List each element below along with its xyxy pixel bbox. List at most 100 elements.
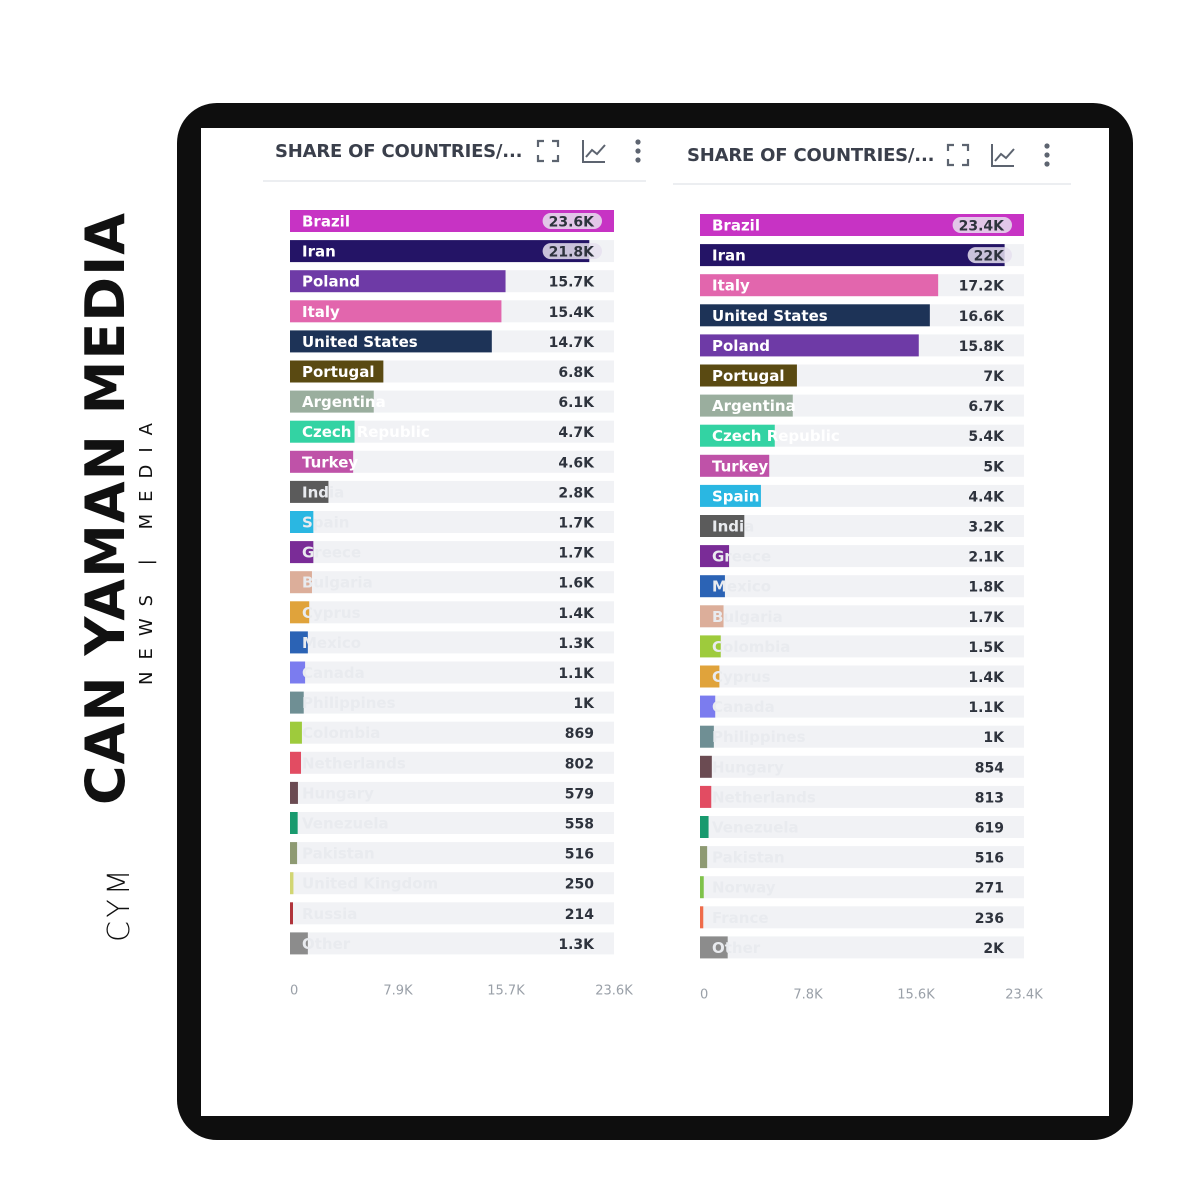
category-label: Cyprus xyxy=(302,604,361,622)
category-label: Turkey xyxy=(712,457,768,475)
category-label: Mexico xyxy=(302,634,361,652)
bar-india[interactable] xyxy=(290,480,329,503)
bar-cyprus[interactable] xyxy=(290,601,310,624)
category-label: Philippines xyxy=(712,728,806,746)
bar-czech-republic[interactable] xyxy=(290,420,355,443)
bar-bulgaria[interactable] xyxy=(700,605,724,628)
bar-norway[interactable] xyxy=(700,876,704,899)
value-label: 516 xyxy=(975,851,1004,867)
value-label: 1.4K xyxy=(968,670,1005,686)
bar-greece[interactable] xyxy=(290,541,314,564)
category-label: Canada xyxy=(302,664,365,682)
bar-pakistan[interactable] xyxy=(290,842,298,865)
value-label: 813 xyxy=(975,790,1004,806)
bar-netherlands[interactable] xyxy=(700,785,712,808)
bar-canada[interactable] xyxy=(700,695,716,718)
bar-venezuela[interactable] xyxy=(700,816,709,838)
bar-czech-republic[interactable] xyxy=(700,424,775,447)
panel-1-divider xyxy=(263,180,646,182)
bar-mexico[interactable] xyxy=(290,631,308,654)
bar-united-kingdom[interactable] xyxy=(290,872,294,895)
bar-track xyxy=(290,842,614,865)
x-tick-label: 15.6K xyxy=(897,988,935,1003)
value-pill xyxy=(542,243,602,260)
kebab-menu-icon[interactable] xyxy=(634,138,642,164)
value-label: 516 xyxy=(565,847,594,863)
bar-portugal[interactable] xyxy=(700,364,797,387)
category-label: United States xyxy=(302,333,418,351)
line-chart-icon[interactable] xyxy=(581,138,607,164)
bar-poland[interactable] xyxy=(700,334,919,357)
kebab-menu-icon[interactable] xyxy=(1043,142,1051,168)
bar-greece[interactable] xyxy=(700,545,730,568)
bar-philippines[interactable] xyxy=(290,691,304,714)
bar-track xyxy=(700,725,1024,748)
category-label: Spain xyxy=(712,487,759,505)
bar-mexico[interactable] xyxy=(700,575,725,598)
bar-colombia[interactable] xyxy=(290,721,302,744)
bar-spain[interactable] xyxy=(290,511,314,533)
bar-italy[interactable] xyxy=(700,274,939,297)
category-label: Colombia xyxy=(302,724,380,742)
bar-other[interactable] xyxy=(290,932,308,955)
fullscreen-icon[interactable] xyxy=(946,143,970,167)
value-label: 1.8K xyxy=(968,580,1005,596)
bar-canada[interactable] xyxy=(290,661,306,684)
bar-france[interactable] xyxy=(700,906,704,929)
bar-hungary[interactable] xyxy=(700,755,712,778)
bar-track xyxy=(290,691,614,714)
bar-iran[interactable] xyxy=(290,240,590,263)
category-label: Russia xyxy=(302,905,357,923)
category-label: India xyxy=(712,518,754,536)
bar-argentina[interactable] xyxy=(290,390,374,413)
bar-bulgaria[interactable] xyxy=(290,571,312,594)
x-tick-label: 7.8K xyxy=(793,988,823,1003)
bar-india[interactable] xyxy=(700,515,745,537)
bar-brazil[interactable] xyxy=(290,210,614,232)
category-label: Venezuela xyxy=(302,815,389,833)
bar-venezuela[interactable] xyxy=(290,812,298,834)
value-label: 16.6K xyxy=(959,309,1006,325)
bar-track xyxy=(700,695,1024,718)
bar-track xyxy=(290,902,614,925)
category-label: Cyprus xyxy=(712,668,771,686)
value-label: 15.7K xyxy=(549,275,596,291)
bar-track xyxy=(290,601,614,624)
bar-turkey[interactable] xyxy=(290,450,354,473)
bar-philippines[interactable] xyxy=(700,725,714,748)
bar-brazil[interactable] xyxy=(700,214,1024,236)
bar-spain[interactable] xyxy=(700,484,761,507)
value-pill xyxy=(952,217,1012,233)
category-label: Czech Republic xyxy=(302,423,430,441)
category-label: Netherlands xyxy=(302,754,406,772)
category-label: Iran xyxy=(712,247,746,265)
bar-other[interactable] xyxy=(700,936,728,959)
bar-colombia[interactable] xyxy=(700,635,721,658)
fullscreen-icon[interactable] xyxy=(536,139,560,163)
value-label: 250 xyxy=(565,877,594,893)
bar-iran[interactable] xyxy=(700,244,1005,267)
bar-united-states[interactable] xyxy=(700,304,930,327)
category-label: Italy xyxy=(302,303,340,321)
bar-hungary[interactable] xyxy=(290,781,298,804)
bar-turkey[interactable] xyxy=(700,454,770,477)
category-label: Portugal xyxy=(302,363,375,381)
category-label: Iran xyxy=(302,243,336,261)
bar-cyprus[interactable] xyxy=(700,665,720,688)
bar-pakistan[interactable] xyxy=(700,846,708,869)
value-label: 1.7K xyxy=(968,610,1005,626)
bar-track xyxy=(700,545,1024,568)
value-label: 4.4K xyxy=(968,489,1005,505)
category-label: United States xyxy=(712,307,828,325)
bar-italy[interactable] xyxy=(290,300,502,323)
bar-track xyxy=(700,816,1024,838)
bar-poland[interactable] xyxy=(290,270,506,293)
bar-argentina[interactable] xyxy=(700,394,793,417)
category-label: Italy xyxy=(712,277,750,295)
bar-portugal[interactable] xyxy=(290,360,384,383)
bar-netherlands[interactable] xyxy=(290,751,302,774)
line-chart-icon[interactable] xyxy=(990,142,1016,168)
value-label: 558 xyxy=(565,817,594,833)
bar-russia[interactable] xyxy=(290,902,293,925)
bar-united-states[interactable] xyxy=(290,330,492,353)
